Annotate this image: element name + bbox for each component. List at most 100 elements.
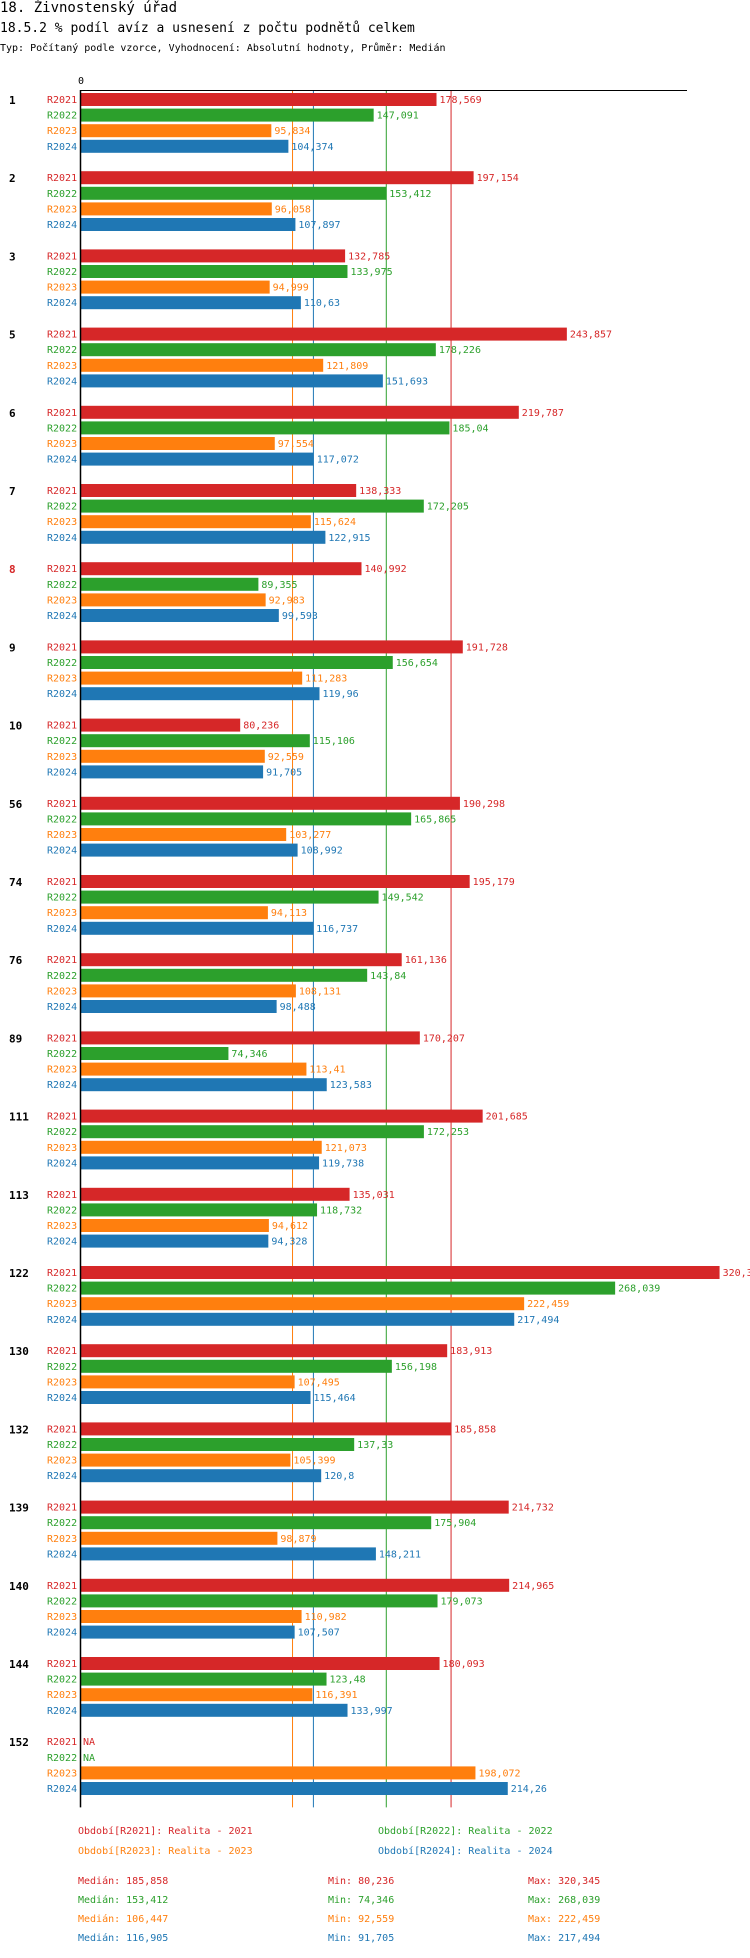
series-label: R2024 xyxy=(47,1393,77,1404)
bar-value-label: 214,26 xyxy=(511,1784,547,1795)
series-label: R2022 xyxy=(47,814,77,825)
bar xyxy=(80,1610,302,1623)
bar-value-label: 151,693 xyxy=(386,376,428,387)
series-label: R2023 xyxy=(47,1534,77,1545)
bar-value-label: 98,879 xyxy=(280,1534,316,1545)
bar-value-label: 133,997 xyxy=(351,1706,393,1717)
bar-value-label: 156,198 xyxy=(395,1362,437,1373)
series-label: R2023 xyxy=(47,204,77,215)
bar xyxy=(80,1547,376,1561)
series-label: R2021 xyxy=(47,1112,77,1123)
bar xyxy=(80,296,301,310)
series-label: R2024 xyxy=(47,376,77,387)
bar xyxy=(80,593,266,607)
bar xyxy=(80,515,311,529)
bar xyxy=(80,1219,269,1232)
bar xyxy=(80,1531,278,1545)
series-label: R2024 xyxy=(47,846,77,857)
category-label: 132 xyxy=(9,1423,29,1436)
category-label: 56 xyxy=(9,798,23,811)
series-label: R2022 xyxy=(47,971,77,982)
stat-max-r2021: Max: 320,345 xyxy=(528,1876,601,1887)
bar xyxy=(80,984,296,998)
category-label: 111 xyxy=(9,1111,29,1124)
stat-min-r2022: Min: 74,346 xyxy=(328,1895,395,1906)
stat-min-r2024: Min: 91,705 xyxy=(328,1933,395,1944)
bar-value-label: 170,207 xyxy=(423,1033,465,1044)
series-label: R2021 xyxy=(47,1424,77,1435)
category-label: 1 xyxy=(9,94,16,107)
bar-value-label: 97,554 xyxy=(278,439,314,450)
bar xyxy=(80,452,314,466)
chart-meta: Typ: Počítaný podle vzorce, Vyhodnocení:… xyxy=(0,43,446,54)
bar xyxy=(80,765,264,779)
bar-value-label: 147,091 xyxy=(377,111,419,122)
series-label: R2021 xyxy=(47,877,77,888)
series-label: R2024 xyxy=(47,1158,77,1169)
bar-value-label: 119,738 xyxy=(322,1158,364,1169)
bar xyxy=(80,358,324,372)
series-label: R2021 xyxy=(47,1033,77,1044)
series-label: R2022 xyxy=(47,189,77,200)
bar xyxy=(80,108,374,122)
bar xyxy=(80,921,314,935)
bar-value-label: 111,283 xyxy=(305,674,347,685)
bar-value-label: NA xyxy=(83,1737,95,1748)
series-label: R2024 xyxy=(47,1471,77,1482)
axis-zero-label: 0 xyxy=(78,76,84,87)
bar xyxy=(80,1266,720,1279)
bar-value-label: 108,992 xyxy=(301,846,343,857)
bar-value-label: 94,612 xyxy=(272,1221,308,1232)
bar-value-label: 179,073 xyxy=(441,1596,483,1607)
bar xyxy=(80,890,379,904)
bar xyxy=(80,530,326,544)
category-label: 5 xyxy=(9,329,16,342)
bar-value-label: 121,073 xyxy=(325,1143,367,1154)
bar xyxy=(80,202,272,216)
bar xyxy=(80,953,402,967)
series-label: R2023 xyxy=(47,986,77,997)
bar xyxy=(80,139,289,153)
bar-value-label: 185,04 xyxy=(452,423,488,434)
stat-median-r2022: Medián: 153,412 xyxy=(78,1895,169,1906)
series-label: R2021 xyxy=(47,330,77,341)
bar-value-label: NA xyxy=(83,1753,95,1764)
series-label: R2024 xyxy=(47,220,77,231)
bar-value-label: 178,569 xyxy=(440,95,482,106)
bar-chart: 1 R2021 178,569 R2022 147,091 R2023 95,834 R202… xyxy=(9,76,750,1808)
series-label: R2021 xyxy=(47,721,77,732)
series-label: R2021 xyxy=(47,486,77,497)
bar xyxy=(80,437,275,450)
bar-value-label: 149,542 xyxy=(382,893,424,904)
bar-value-label: 320,345 xyxy=(723,1268,750,1279)
bar xyxy=(80,1125,424,1139)
category-label: 139 xyxy=(9,1502,29,1515)
category-label: 74 xyxy=(9,876,23,889)
stat-min-r2023: Min: 92,559 xyxy=(328,1914,395,1925)
bar xyxy=(80,749,265,763)
bar-value-label: 110,982 xyxy=(305,1612,347,1623)
category-label: 152 xyxy=(9,1736,29,1749)
category-label: 3 xyxy=(9,250,16,263)
bar xyxy=(80,1359,392,1373)
bar-value-label: 94,328 xyxy=(271,1237,307,1248)
bar xyxy=(80,843,298,857)
series-label: R2022 xyxy=(47,1205,77,1216)
series-label: R2022 xyxy=(47,111,77,122)
bar xyxy=(80,1438,355,1451)
bar-value-label: 195,179 xyxy=(473,877,515,888)
bar-value-label: 143,84 xyxy=(370,971,406,982)
bar-value-label: 217,494 xyxy=(517,1315,559,1326)
bar-value-label: 115,624 xyxy=(314,517,356,528)
category-label: 10 xyxy=(9,720,22,733)
bar-value-label: 156,654 xyxy=(396,658,438,669)
bar-value-label: 108,131 xyxy=(299,986,341,997)
series-label: R2021 xyxy=(47,408,77,419)
series-label: R2023 xyxy=(47,439,77,450)
stat-max-r2024: Max: 217,494 xyxy=(528,1933,601,1944)
series-label: R2024 xyxy=(47,1706,77,1717)
bar-value-label: 214,732 xyxy=(512,1503,554,1514)
series-label: R2021 xyxy=(47,173,77,184)
category-label: 76 xyxy=(9,954,23,967)
bar xyxy=(80,1594,438,1608)
